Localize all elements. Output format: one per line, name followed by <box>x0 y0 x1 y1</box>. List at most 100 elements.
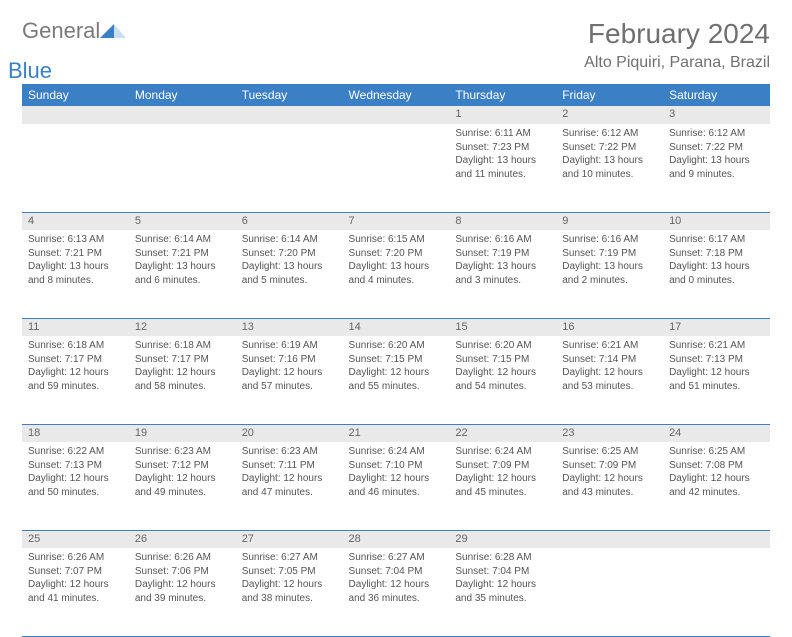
sunrise-line: Sunrise: 6:15 AM <box>349 233 444 247</box>
weekday-header: Wednesday <box>343 84 450 106</box>
daylight-line: Daylight: 12 hours and 54 minutes. <box>455 366 550 393</box>
day-details: Sunrise: 6:16 AMSunset: 7:19 PMDaylight:… <box>449 230 556 291</box>
weekday-header: Sunday <box>22 84 129 106</box>
day-number-cell: 15 <box>449 318 556 336</box>
day-details: Sunrise: 6:18 AMSunset: 7:17 PMDaylight:… <box>129 336 236 397</box>
day-number: 24 <box>669 427 681 439</box>
day-cell: Sunrise: 6:19 AMSunset: 7:16 PMDaylight:… <box>236 336 343 424</box>
daylight-line: Daylight: 12 hours and 47 minutes. <box>242 472 337 499</box>
sunrise-line: Sunrise: 6:19 AM <box>242 339 337 353</box>
day-number: 3 <box>669 108 675 120</box>
day-cell: Sunrise: 6:15 AMSunset: 7:20 PMDaylight:… <box>343 230 450 318</box>
day-details: Sunrise: 6:25 AMSunset: 7:09 PMDaylight:… <box>556 442 663 503</box>
sunset-line: Sunset: 7:18 PM <box>669 247 764 261</box>
daylight-line: Daylight: 13 hours and 6 minutes. <box>135 260 230 287</box>
day-number: 5 <box>135 215 141 227</box>
day-number: 22 <box>455 427 467 439</box>
sunset-line: Sunset: 7:22 PM <box>669 141 764 155</box>
day-number-cell: 20 <box>236 424 343 442</box>
day-cell: Sunrise: 6:20 AMSunset: 7:15 PMDaylight:… <box>343 336 450 424</box>
sunset-line: Sunset: 7:17 PM <box>135 353 230 367</box>
daylight-line: Daylight: 12 hours and 41 minutes. <box>28 578 123 605</box>
day-number-cell: 27 <box>236 530 343 548</box>
day-number: 20 <box>242 427 254 439</box>
day-cell: Sunrise: 6:28 AMSunset: 7:04 PMDaylight:… <box>449 548 556 636</box>
sunset-line: Sunset: 7:14 PM <box>562 353 657 367</box>
logo-text-blue: Blue <box>8 58 112 84</box>
daylight-line: Daylight: 12 hours and 55 minutes. <box>349 366 444 393</box>
calendar-table: SundayMondayTuesdayWednesdayThursdayFrid… <box>22 84 770 637</box>
sunset-line: Sunset: 7:06 PM <box>135 565 230 579</box>
day-details: Sunrise: 6:28 AMSunset: 7:04 PMDaylight:… <box>449 548 556 609</box>
day-details: Sunrise: 6:21 AMSunset: 7:13 PMDaylight:… <box>663 336 770 397</box>
sunset-line: Sunset: 7:09 PM <box>562 459 657 473</box>
day-number-cell <box>343 106 450 124</box>
day-details: Sunrise: 6:27 AMSunset: 7:04 PMDaylight:… <box>343 548 450 609</box>
day-number-cell: 6 <box>236 212 343 230</box>
day-details: Sunrise: 6:27 AMSunset: 7:05 PMDaylight:… <box>236 548 343 609</box>
day-number-cell: 21 <box>343 424 450 442</box>
day-number: 18 <box>28 427 40 439</box>
logo-text-general: General <box>22 18 100 43</box>
logo-mark-icon <box>100 24 126 38</box>
day-cell: Sunrise: 6:23 AMSunset: 7:12 PMDaylight:… <box>129 442 236 530</box>
sunrise-line: Sunrise: 6:23 AM <box>135 445 230 459</box>
day-cell: Sunrise: 6:27 AMSunset: 7:05 PMDaylight:… <box>236 548 343 636</box>
day-number: 6 <box>242 215 248 227</box>
day-number: 25 <box>28 533 40 545</box>
daylight-line: Daylight: 12 hours and 51 minutes. <box>669 366 764 393</box>
sunrise-line: Sunrise: 6:16 AM <box>562 233 657 247</box>
day-cell <box>22 124 129 212</box>
day-number: 14 <box>349 321 361 333</box>
day-cell: Sunrise: 6:26 AMSunset: 7:06 PMDaylight:… <box>129 548 236 636</box>
daylight-line: Daylight: 12 hours and 53 minutes. <box>562 366 657 393</box>
day-number-cell <box>22 106 129 124</box>
day-cell <box>129 124 236 212</box>
sunrise-line: Sunrise: 6:12 AM <box>669 127 764 141</box>
day-details: Sunrise: 6:17 AMSunset: 7:18 PMDaylight:… <box>663 230 770 291</box>
day-number: 16 <box>562 321 574 333</box>
day-number: 13 <box>242 321 254 333</box>
daylight-line: Daylight: 12 hours and 36 minutes. <box>349 578 444 605</box>
day-cell: Sunrise: 6:24 AMSunset: 7:10 PMDaylight:… <box>343 442 450 530</box>
day-cell <box>236 124 343 212</box>
sunset-line: Sunset: 7:19 PM <box>455 247 550 261</box>
day-details: Sunrise: 6:20 AMSunset: 7:15 PMDaylight:… <box>449 336 556 397</box>
daylight-line: Daylight: 12 hours and 43 minutes. <box>562 472 657 499</box>
sunrise-line: Sunrise: 6:21 AM <box>562 339 657 353</box>
day-number-cell: 17 <box>663 318 770 336</box>
day-cell: Sunrise: 6:12 AMSunset: 7:22 PMDaylight:… <box>663 124 770 212</box>
day-details: Sunrise: 6:16 AMSunset: 7:19 PMDaylight:… <box>556 230 663 291</box>
logo: General Blue <box>22 18 126 70</box>
day-number: 8 <box>455 215 461 227</box>
daylight-line: Daylight: 12 hours and 46 minutes. <box>349 472 444 499</box>
day-cell: Sunrise: 6:25 AMSunset: 7:09 PMDaylight:… <box>556 442 663 530</box>
day-cell: Sunrise: 6:11 AMSunset: 7:23 PMDaylight:… <box>449 124 556 212</box>
day-number-cell: 24 <box>663 424 770 442</box>
day-number-cell <box>663 530 770 548</box>
daylight-line: Daylight: 13 hours and 2 minutes. <box>562 260 657 287</box>
sunset-line: Sunset: 7:23 PM <box>455 141 550 155</box>
sunrise-line: Sunrise: 6:14 AM <box>135 233 230 247</box>
sunrise-line: Sunrise: 6:22 AM <box>28 445 123 459</box>
sunset-line: Sunset: 7:21 PM <box>28 247 123 261</box>
month-title: February 2024 <box>584 18 770 50</box>
day-number-cell: 8 <box>449 212 556 230</box>
day-number: 9 <box>562 215 568 227</box>
day-details: Sunrise: 6:19 AMSunset: 7:16 PMDaylight:… <box>236 336 343 397</box>
sunrise-line: Sunrise: 6:20 AM <box>455 339 550 353</box>
day-number: 12 <box>135 321 147 333</box>
day-details: Sunrise: 6:25 AMSunset: 7:08 PMDaylight:… <box>663 442 770 503</box>
sunset-line: Sunset: 7:04 PM <box>455 565 550 579</box>
day-number: 17 <box>669 321 681 333</box>
sunrise-line: Sunrise: 6:24 AM <box>455 445 550 459</box>
day-cell: Sunrise: 6:12 AMSunset: 7:22 PMDaylight:… <box>556 124 663 212</box>
day-cell: Sunrise: 6:14 AMSunset: 7:21 PMDaylight:… <box>129 230 236 318</box>
day-cell <box>556 548 663 636</box>
day-number-cell: 10 <box>663 212 770 230</box>
sunrise-line: Sunrise: 6:12 AM <box>562 127 657 141</box>
daylight-line: Daylight: 13 hours and 4 minutes. <box>349 260 444 287</box>
title-block: February 2024 Alto Piquiri, Parana, Braz… <box>584 18 770 72</box>
daylight-line: Daylight: 13 hours and 0 minutes. <box>669 260 764 287</box>
daylight-line: Daylight: 12 hours and 59 minutes. <box>28 366 123 393</box>
